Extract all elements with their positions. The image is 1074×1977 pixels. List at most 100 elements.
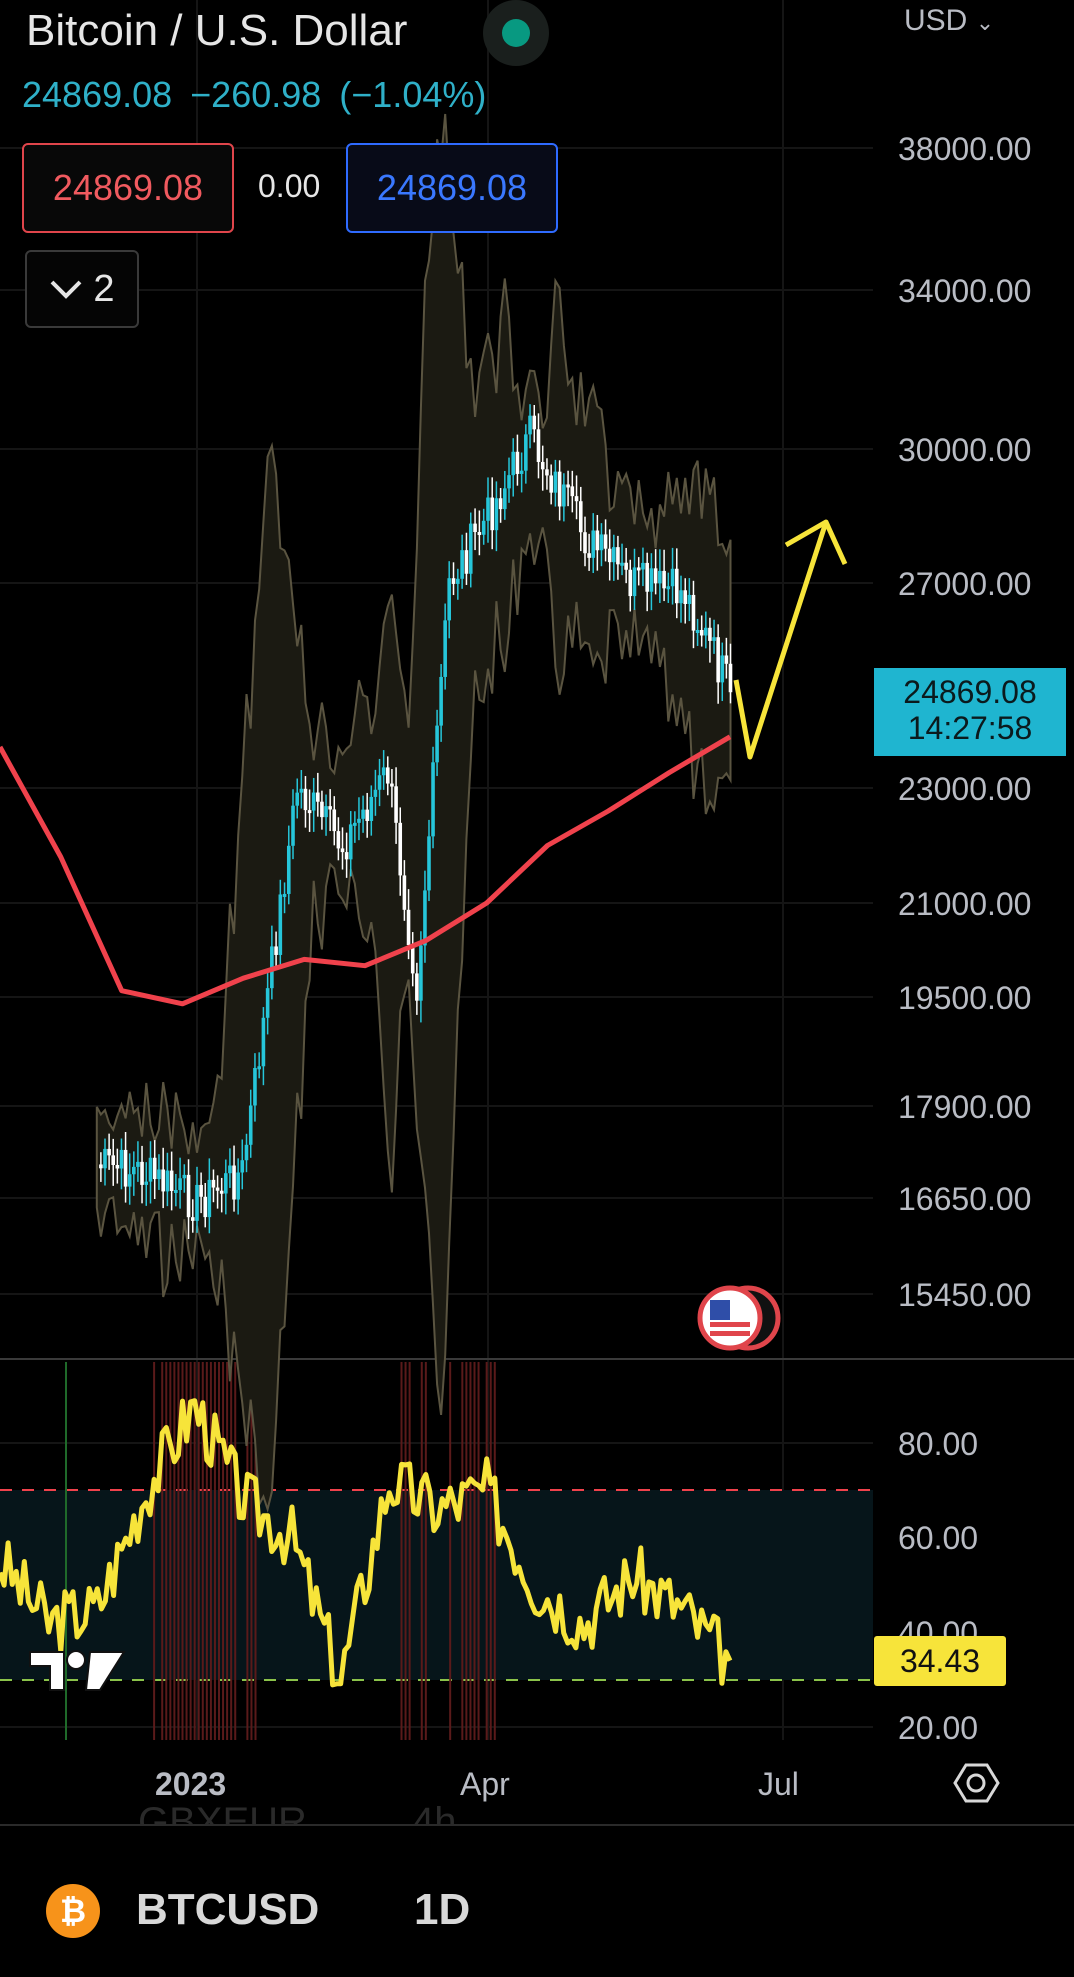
bitcoin-icon[interactable]: ₿ — [46, 1884, 100, 1938]
candle-body — [486, 497, 490, 521]
candle-body — [503, 488, 507, 510]
price-tick-label: 19500.00 — [898, 980, 1031, 1016]
current-price-tag: 24869.08 14:27:58 — [874, 668, 1066, 756]
candle-body — [658, 570, 662, 584]
projection-arrow-head — [784, 519, 848, 566]
indicators-toggle-button[interactable]: 2 — [25, 250, 139, 328]
candle-body — [712, 637, 716, 641]
candle-body — [377, 775, 382, 790]
candle-body — [583, 532, 587, 554]
candle-body — [244, 1144, 249, 1161]
price-change-pct: (−1.04%) — [339, 74, 487, 115]
candle-body — [447, 578, 451, 621]
page-title[interactable]: Bitcoin / U.S. Dollar — [26, 6, 408, 55]
candle-body — [157, 1169, 161, 1180]
time-tick-label: Jul — [758, 1766, 799, 1802]
candle-body — [316, 792, 320, 802]
candle-body — [616, 547, 620, 565]
candle-body — [549, 475, 553, 493]
candle-body — [570, 486, 575, 497]
candle-body — [178, 1178, 182, 1190]
candle-body — [636, 567, 641, 571]
candle-body — [282, 893, 287, 897]
candle-body — [708, 627, 712, 641]
candle-body — [186, 1174, 191, 1218]
candle-body — [687, 594, 692, 604]
candle-body — [307, 810, 312, 814]
candle-body — [536, 429, 541, 462]
candle-body — [336, 831, 341, 849]
candle-body — [578, 501, 583, 533]
candle-body — [369, 796, 374, 821]
candle-body — [410, 945, 415, 974]
candle-body — [219, 1190, 224, 1194]
buy-button[interactable]: 24869.08 — [346, 143, 558, 233]
candle-body — [674, 568, 679, 604]
current-price-value: 24869.08 — [903, 674, 1037, 710]
candle-body — [165, 1170, 170, 1192]
candle-body — [381, 767, 386, 776]
candle-body — [591, 530, 596, 558]
rsi-tick-label: 60.00 — [898, 1520, 978, 1556]
candle-body — [348, 824, 353, 860]
indicators-count: 2 — [93, 267, 115, 310]
candle-body — [119, 1149, 124, 1169]
interval-selector[interactable]: 1D — [414, 1885, 471, 1934]
candle-body — [136, 1161, 140, 1167]
candles — [99, 404, 733, 1240]
candle-body — [624, 562, 628, 570]
price-axis[interactable]: 38000.00 34000.00 30000.00 27000.00 23000.00… — [898, 131, 1031, 1313]
candle-body — [431, 762, 435, 837]
candle-body — [473, 523, 477, 533]
candle-body — [182, 1174, 187, 1179]
candle-body — [332, 809, 337, 832]
candle-body — [599, 534, 604, 551]
market-status-indicator[interactable] — [483, 0, 549, 66]
projection-arrow — [733, 521, 829, 760]
candle-body — [320, 801, 324, 818]
candle-body — [107, 1148, 111, 1156]
candle-body — [670, 568, 675, 587]
candle-body — [607, 548, 612, 563]
currency-selector[interactable]: USD ⌄ — [904, 4, 995, 37]
candle-body — [683, 590, 688, 604]
candle-body — [464, 550, 469, 574]
sell-button[interactable]: 24869.08 — [22, 143, 234, 233]
candle-body — [406, 909, 411, 946]
candle-body — [620, 562, 624, 566]
candle-body — [340, 848, 345, 853]
candle-body — [324, 806, 328, 818]
candle-body — [385, 767, 390, 784]
bottom-toolbar — [0, 1824, 1074, 1977]
chart-settings-icon[interactable] — [953, 1763, 1000, 1803]
time-axis[interactable]: 2023 Apr Jul — [155, 1766, 799, 1802]
price-tick-label: 27000.00 — [898, 566, 1031, 602]
candle-body — [286, 845, 291, 894]
candle-body — [695, 630, 700, 634]
candle-body — [127, 1174, 132, 1187]
candle-body — [494, 498, 499, 531]
candle-body — [679, 590, 683, 604]
candle-body — [645, 562, 649, 592]
candle-body — [361, 809, 365, 819]
chevron-down-icon: ⌄ — [975, 10, 995, 35]
candle-body — [207, 1179, 212, 1218]
us-event-flag[interactable] — [697, 1285, 781, 1351]
candle-body — [574, 496, 579, 502]
candle-body — [699, 630, 704, 636]
symbol-selector[interactable]: BTCUSD — [136, 1885, 320, 1934]
candle-body — [265, 988, 270, 1018]
time-tick-label: 2023 — [155, 1766, 226, 1802]
candle-body — [507, 475, 511, 489]
candle-body — [161, 1169, 165, 1192]
candle-body — [728, 663, 733, 693]
price-tick-label: 21000.00 — [898, 886, 1031, 922]
candle-body — [365, 809, 369, 821]
candle-body — [115, 1165, 120, 1169]
candle-body — [603, 534, 608, 549]
candle-body — [402, 875, 407, 910]
price-tick-label: 17900.00 — [898, 1089, 1031, 1125]
candle-body — [423, 890, 427, 946]
